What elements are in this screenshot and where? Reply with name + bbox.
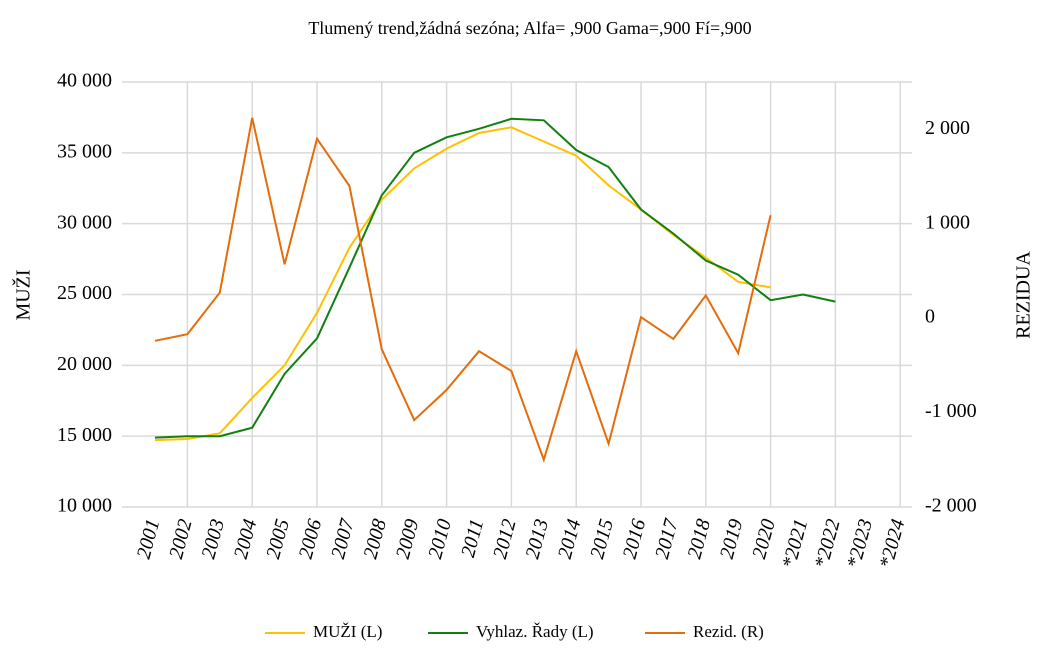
x-tick-label: 2010 (424, 517, 456, 561)
y-tick-label: 15 000 (57, 424, 112, 446)
x-tick-label: 2020 (748, 517, 780, 561)
y2-tick-label: -2 000 (925, 495, 977, 517)
legend-label: Vyhlaz. Řady (L) (476, 622, 594, 641)
x-tick-label: 2004 (230, 517, 262, 561)
x-tick-label: 2001 (133, 517, 165, 561)
x-tick-label: 2008 (359, 517, 391, 561)
x-tick-label: 2018 (683, 517, 715, 561)
legend-label: Rezid. (R) (693, 622, 764, 641)
y-tick-label: 30 000 (57, 211, 112, 233)
x-tick-label: 2002 (165, 517, 197, 561)
x-tick-label: 2019 (716, 517, 748, 561)
y2-tick-label: 2 000 (925, 117, 970, 139)
y-tick-label: 40 000 (57, 70, 112, 92)
series-line (154, 117, 836, 439)
y2-axis-label: REZIDUA (1013, 251, 1035, 339)
y2-tick-label: 0 (925, 306, 935, 328)
x-tick-label: 2005 (262, 517, 294, 561)
x-tick-label: 2011 (457, 517, 488, 560)
series-line (154, 126, 771, 442)
chart-title: Tlumený trend,žádná sezóna; Alfa= ,900 G… (308, 18, 751, 38)
x-tick-label: *2022 (810, 517, 844, 571)
x-tick-label: 2017 (651, 516, 683, 561)
y-axis-label: MUŽI (12, 269, 35, 320)
x-tick-label: 2012 (489, 517, 521, 561)
x-tick-label: 2014 (554, 517, 586, 561)
x-tick-label: *2023 (843, 517, 877, 571)
y-tick-label: 25 000 (57, 282, 112, 304)
y-tick-label: 20 000 (57, 353, 112, 375)
x-tick-label: *2024 (875, 517, 909, 571)
x-tick-label: *2021 (778, 517, 812, 571)
y-tick-label: 10 000 (57, 495, 112, 517)
series-line (154, 117, 772, 463)
x-tick-label: 2015 (586, 517, 618, 561)
y2-tick-label: -1 000 (925, 400, 977, 422)
legend-label: MUŽI (L) (313, 622, 382, 641)
x-tick-label: 2013 (521, 517, 553, 561)
x-tick-label: 2006 (295, 517, 327, 561)
x-tick-label: 2016 (619, 517, 651, 561)
x-tick-label: 2009 (392, 517, 424, 561)
y2-tick-label: 1 000 (925, 211, 970, 233)
y-tick-label: 35 000 (57, 140, 112, 162)
x-tick-label: 2003 (197, 517, 229, 561)
x-tick-label: 2007 (327, 516, 359, 561)
